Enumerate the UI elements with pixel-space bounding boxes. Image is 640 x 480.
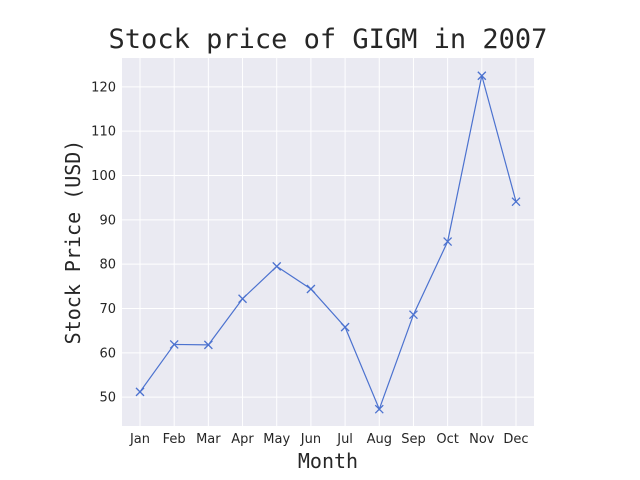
marker-stroke bbox=[477, 71, 487, 81]
y-tick-label: 60 bbox=[99, 346, 116, 361]
marker-stroke bbox=[169, 339, 179, 349]
x-tick-label: Jun bbox=[300, 432, 321, 447]
data-point bbox=[203, 340, 213, 350]
data-point bbox=[511, 197, 521, 207]
chart-title: Stock price of GIGM in 2007 bbox=[109, 24, 548, 55]
data-point bbox=[272, 261, 282, 271]
x-tick-label: Aug bbox=[367, 432, 392, 447]
y-tick-label: 110 bbox=[91, 125, 116, 140]
y-tick-label: 50 bbox=[99, 391, 116, 406]
data-point bbox=[169, 339, 179, 349]
marker-stroke bbox=[272, 261, 282, 271]
marker-stroke bbox=[238, 294, 248, 304]
data-point bbox=[306, 284, 316, 294]
x-tick-label: Jan bbox=[129, 432, 150, 447]
marker-stroke bbox=[306, 284, 316, 294]
marker-stroke bbox=[408, 310, 418, 320]
marker-stroke bbox=[511, 197, 521, 207]
marker-stroke bbox=[374, 404, 384, 414]
marker-stroke bbox=[135, 387, 145, 397]
y-tick-label: 70 bbox=[99, 302, 116, 317]
y-tick-label: 100 bbox=[91, 169, 116, 184]
x-axis-label: Month bbox=[298, 449, 358, 473]
series-layer bbox=[135, 71, 521, 414]
x-tick-label: May bbox=[263, 432, 290, 447]
x-tick-label: Sep bbox=[401, 432, 426, 447]
x-tick-label: Mar bbox=[196, 432, 221, 447]
y-tick-label: 120 bbox=[91, 80, 116, 95]
data-point bbox=[135, 387, 145, 397]
data-point bbox=[340, 322, 350, 332]
grid bbox=[122, 58, 534, 426]
x-tick-label: Feb bbox=[163, 432, 186, 447]
data-point bbox=[443, 237, 453, 247]
x-tick-label: Nov bbox=[469, 432, 495, 447]
marker-stroke bbox=[203, 340, 213, 350]
x-tick-label: Apr bbox=[231, 432, 254, 447]
tick-labels: Jan Feb Mar Apr May Jun Jul Aug Sep Oct Nov Dec 50 60… bbox=[91, 80, 528, 447]
y-tick-label: 80 bbox=[99, 258, 116, 273]
x-tick-label: Oct bbox=[436, 432, 458, 447]
data-point bbox=[408, 310, 418, 320]
series-line bbox=[139, 75, 517, 411]
x-tick-label: Jul bbox=[336, 432, 353, 447]
data-point bbox=[238, 294, 248, 304]
y-tick-label: 90 bbox=[99, 213, 116, 228]
data-point bbox=[477, 71, 487, 81]
plot-area bbox=[122, 58, 534, 426]
marker-stroke bbox=[443, 237, 453, 247]
data-point bbox=[374, 404, 384, 414]
y-axis-label: Stock Price (USD) bbox=[61, 140, 85, 345]
x-tick-label: Dec bbox=[503, 432, 528, 447]
marker-stroke bbox=[340, 322, 350, 332]
